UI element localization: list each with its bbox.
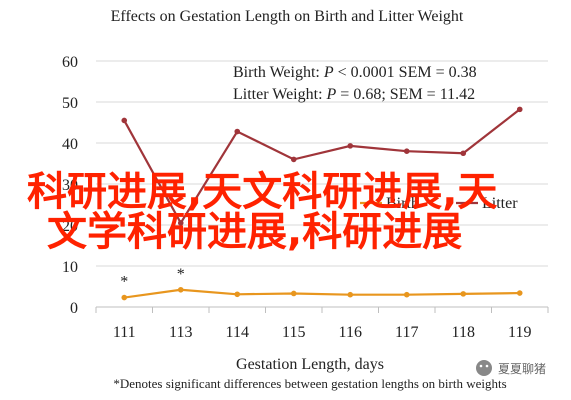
data-point-litter <box>347 143 354 149</box>
data-point-birth <box>121 294 128 301</box>
data-point-birth <box>347 291 354 298</box>
legend-label-litter: Litter <box>482 195 518 212</box>
grid <box>96 60 548 267</box>
y-tick-label: 50 <box>62 95 78 112</box>
wechat-icon <box>476 360 492 376</box>
data-point-birth <box>403 291 410 298</box>
legend-label-birth: Birth <box>386 195 419 212</box>
wechat-icon-eye-left <box>479 364 483 368</box>
x-tick-label: 111 <box>113 324 136 341</box>
overlay-text: 科研进展,天文科研进展,天 文学科研进展,科研进展 <box>27 169 497 255</box>
x-tick-label: 114 <box>226 324 249 341</box>
data-point-birth <box>234 291 241 298</box>
y-tick-label: 30 <box>62 177 78 194</box>
footnote: *Denotes significant differences between… <box>113 376 506 391</box>
data-point-litter <box>121 117 128 124</box>
x-tick-label: 118 <box>452 324 475 341</box>
y-tick-label: 40 <box>62 136 78 153</box>
significance-asterisk: * <box>120 274 128 291</box>
data-point-birth <box>177 286 184 293</box>
data-point-birth <box>460 291 467 297</box>
y-tick-label: 60 <box>62 54 78 71</box>
stats-annotation: Birth Weight: P < 0.0001 SEM = 0.38 Litte… <box>233 64 477 103</box>
series-line-litter <box>123 108 521 226</box>
overlay-line-1: 科研进展,天文科研进展,天 <box>27 169 497 215</box>
x-tick-label: 116 <box>339 324 362 341</box>
data-point-litter <box>516 106 523 113</box>
x-tick-label: 113 <box>169 324 192 341</box>
y-tick-label: 20 <box>62 218 78 235</box>
data-point-litter <box>460 150 467 157</box>
x-tick-label: 119 <box>508 324 531 341</box>
x-tick-label: 117 <box>395 324 418 341</box>
wechat-icon-eye-right <box>485 364 489 368</box>
watermark: 夏夏聊猪 <box>476 360 546 376</box>
x-tick-label: 115 <box>282 324 305 341</box>
data-point-litter <box>177 220 184 226</box>
series-line-birth <box>124 288 520 299</box>
data-point-litter <box>234 128 241 135</box>
chart-title: Effects on Gestation Length on Birth and… <box>111 8 464 25</box>
significance-asterisk: * <box>177 266 185 283</box>
overlay-line-2: 文学科研进展,科研进展 <box>47 209 462 255</box>
y-tick-label: 10 <box>62 259 78 276</box>
y-tick-label: 0 <box>70 300 78 317</box>
data-point-birth <box>290 290 297 297</box>
legend: Birth Litter <box>360 195 518 212</box>
data-point-litter <box>290 156 297 163</box>
x-axis-label: Gestation Length, days <box>236 356 384 373</box>
data-point-litter <box>403 148 410 154</box>
axes: 0 10 20 30 40 50 60 111 113 114 115 116 117 118 119 <box>62 54 549 341</box>
data-point-birth <box>516 290 523 296</box>
watermark-text: 夏夏聊猪 <box>498 362 546 376</box>
stat-line-1: Birth Weight: P < 0.0001 SEM = 0.38 <box>233 64 477 81</box>
stat-line-2: Litter Weight: P = 0.68; SEM = 11.42 <box>233 86 475 103</box>
series: * * <box>120 106 523 301</box>
